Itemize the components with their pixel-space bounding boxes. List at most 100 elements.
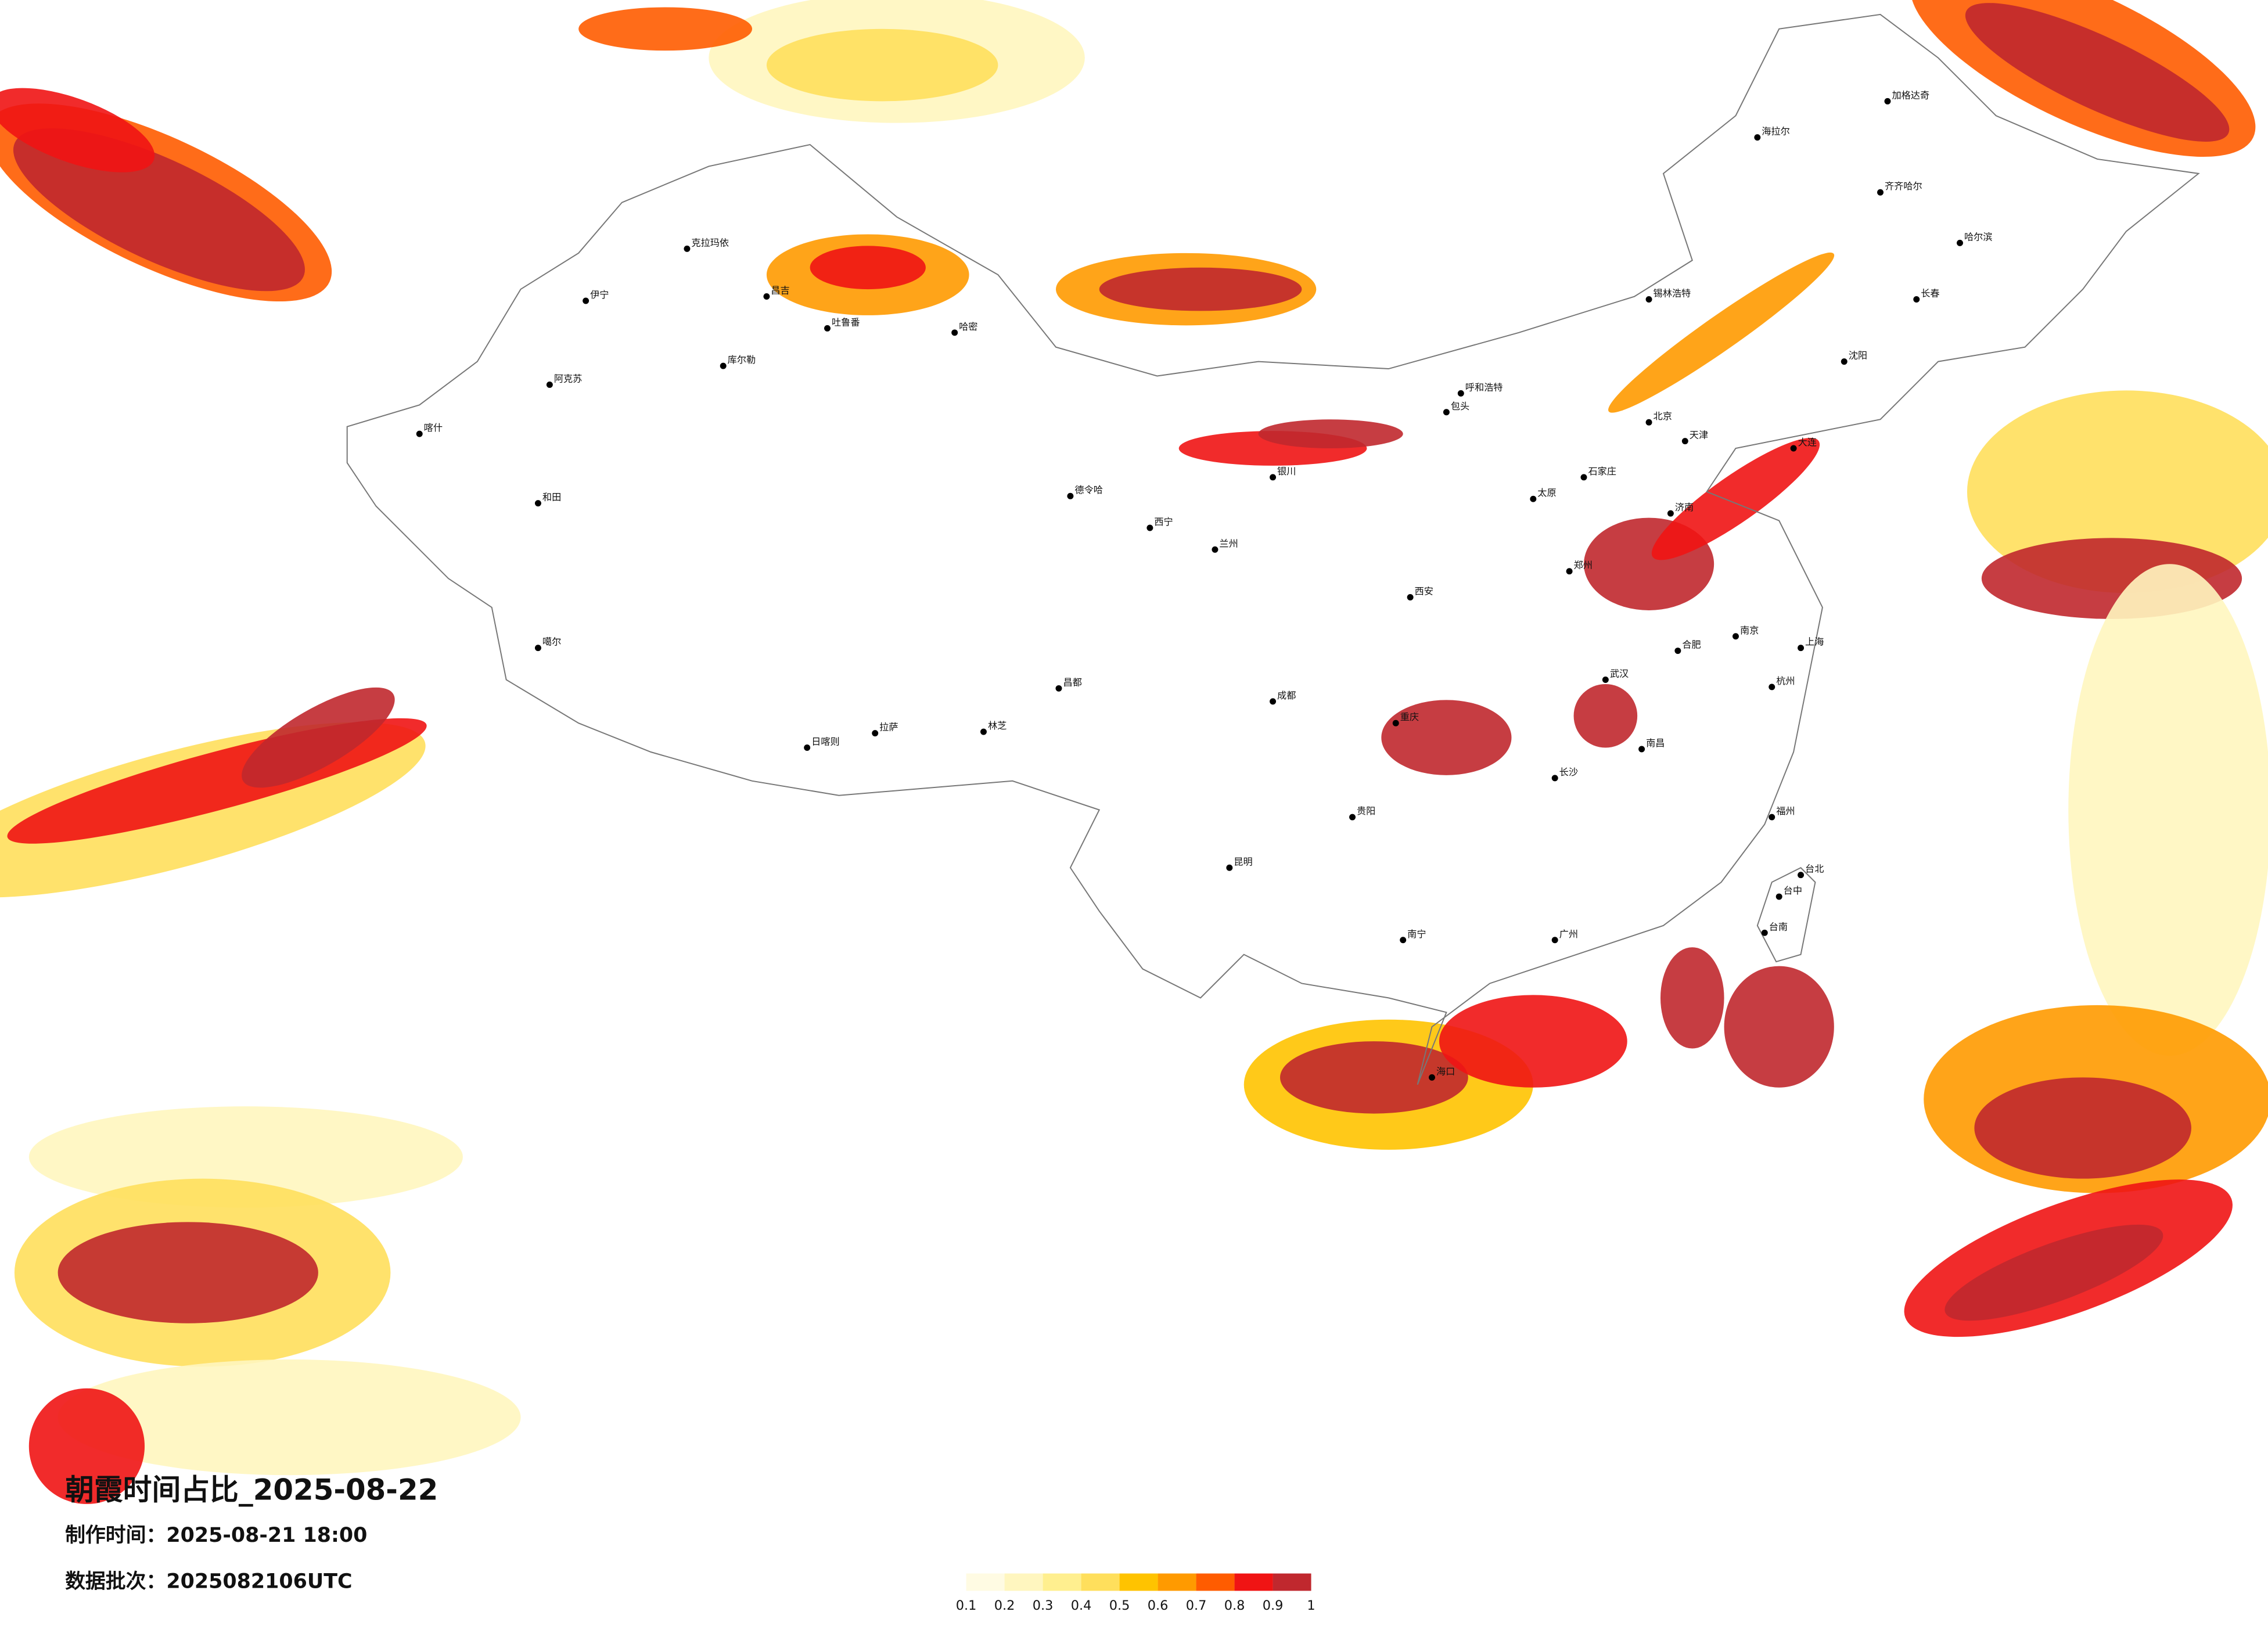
city-label: 合肥 [1682,639,1701,650]
city-dot [1798,645,1805,652]
city-label: 德令哈 [1074,484,1103,495]
heat-patch [1651,438,1820,560]
city-dot [1270,698,1277,705]
heat-patch [28,1388,145,1505]
legend-swatch [1081,1573,1120,1591]
city-label: 和田 [542,492,561,503]
heat-layer [0,0,2268,1505]
legend-label: 1 [1307,1598,1315,1613]
city-dot [872,730,879,737]
legend-swatch [966,1573,1005,1591]
city-dot [1913,296,1920,303]
city-label: 拉萨 [879,722,898,733]
city-dot [804,744,811,751]
city-label: 北京 [1654,411,1672,422]
city-dot [1790,445,1797,452]
city-label: 广州 [1559,929,1578,940]
city-dot [1146,524,1153,531]
city-label: 吐鲁番 [832,316,860,328]
heat-patch [57,1222,318,1323]
heat-patch [13,128,305,292]
legend-swatch [1004,1573,1043,1591]
heat-patch [1439,995,1627,1088]
legend-swatch [1196,1573,1235,1591]
city-dot [1055,685,1062,692]
city-label: 昌吉 [771,285,789,296]
city-label: 南京 [1740,625,1759,636]
city-dot [824,325,831,332]
city-dot [534,645,541,652]
city-label: 杭州 [1776,675,1795,686]
city-dot [763,293,770,300]
legend-swatch [1119,1573,1158,1591]
heat-patch [1099,267,1302,311]
legend-swatch [1234,1573,1273,1591]
heat-patch [2068,564,2268,1056]
city-label: 噶尔 [542,636,561,647]
city-dot [1429,1074,1435,1081]
city-dot [1877,189,1884,196]
city-label: 郑州 [1574,560,1593,571]
city-dot [1602,677,1609,683]
city-dot [1957,239,1963,246]
heat-patch [28,1106,463,1208]
city-label: 海口 [1436,1066,1455,1077]
city-dot [1638,746,1645,753]
legend-label: 0.3 [1033,1598,1054,1613]
city-dot [1681,438,1688,445]
city-label: 成都 [1277,690,1296,701]
legend-label: 0.4 [1071,1598,1092,1613]
city-dot [583,297,590,304]
heat-patch [0,88,155,172]
city-dot [1798,872,1805,879]
heat-patch [1608,252,1835,413]
city-label: 天津 [1690,430,1708,441]
city-dot [684,245,691,252]
city-label: 石家庄 [1588,466,1616,477]
heat-patch [1280,1041,1468,1114]
city-dot [1884,98,1891,105]
city-label: 哈密 [959,321,977,332]
city-label: 呼和浩特 [1465,382,1503,393]
city-dot [534,500,541,507]
city-dot [1645,296,1652,303]
legend-swatch [1158,1573,1196,1591]
heat-patch [57,1359,521,1476]
heat-patch [1944,1224,2163,1321]
heat-patch [766,28,998,102]
city-dot [1761,929,1768,936]
city-label: 昌都 [1063,677,1081,688]
city-label: 日喀则 [811,736,840,747]
city-label: 喀什 [424,422,443,433]
city-dot [1733,633,1739,640]
city-dot [1226,864,1233,871]
city-label: 台南 [1769,921,1788,932]
city-dot [1775,893,1782,900]
city-label: 银川 [1277,466,1296,477]
heat-patch [1381,700,1512,775]
city-label: 长沙 [1559,767,1578,778]
heat-patch [1724,966,1834,1088]
city-label: 海拉尔 [1762,126,1790,137]
city-label: 包头 [1451,401,1469,412]
legend: 0.1 0.2 0.3 0.4 0.5 0.6 0.7 0.8 0.9 1 [956,1573,1315,1613]
city-label: 齐齐哈尔 [1885,181,1922,192]
city-label: 贵阳 [1357,805,1375,816]
city-label: 阿克苏 [554,373,583,384]
city-label: 长春 [1921,288,1939,299]
legend-label: 0.8 [1224,1598,1245,1613]
city-label: 西宁 [1154,516,1173,527]
city-label: 库尔勒 [728,354,756,365]
city-dot [1551,937,1558,944]
city-dot [1667,510,1674,517]
city-label: 南昌 [1646,738,1665,749]
city-dot [546,381,553,388]
city-label: 太原 [1537,487,1556,498]
legend-label: 0.2 [994,1598,1015,1613]
city-dot [1754,134,1761,141]
city-dot [1645,419,1652,426]
city-label: 克拉玛依 [691,237,729,248]
